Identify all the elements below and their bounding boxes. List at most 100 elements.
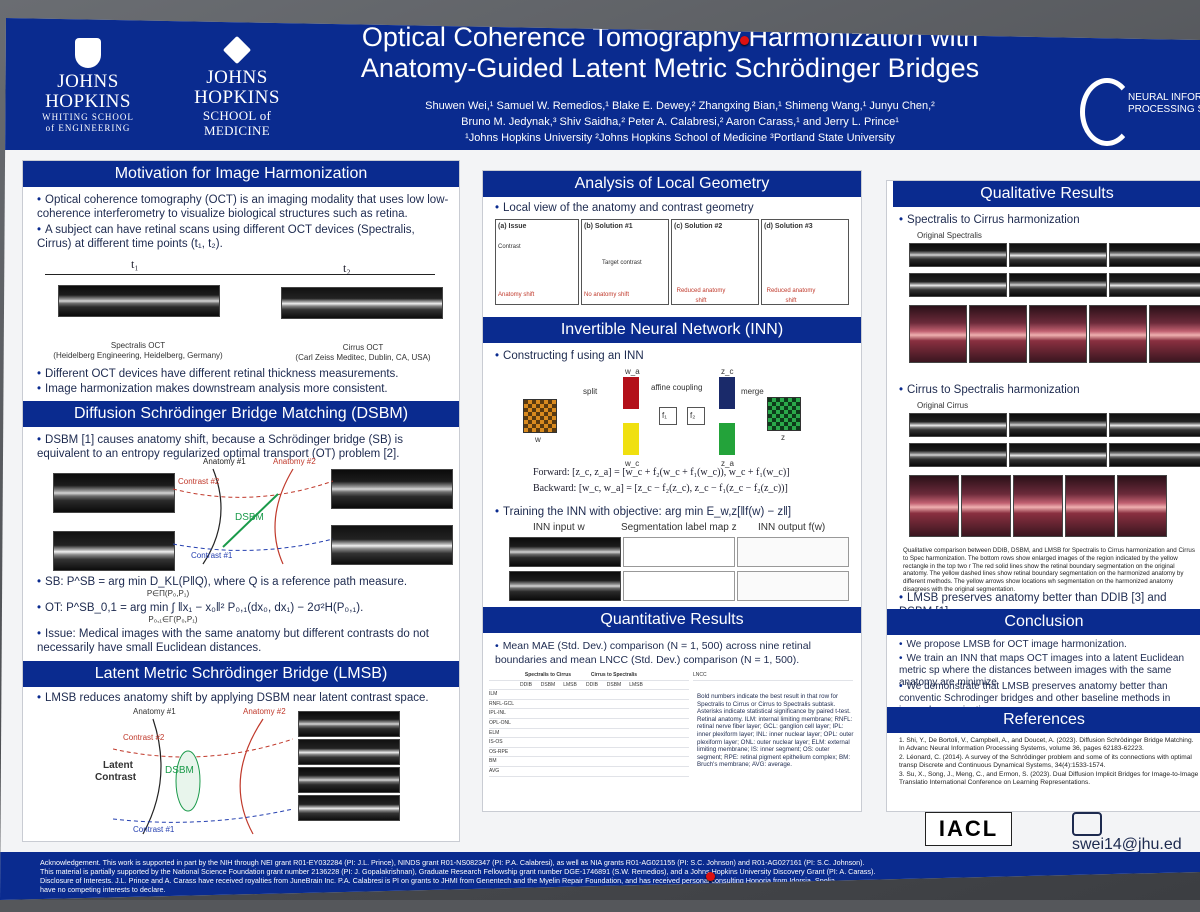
neurips-line1: NEURAL INFORM [1128, 92, 1200, 103]
jhu-medicine-name: JOHNS HOPKINS [194, 67, 280, 108]
email-address: swei14@jhu.ed [1072, 836, 1182, 853]
qual-oct-2 [1009, 243, 1107, 267]
authors-line2: Bruno M. Jedynak,³ Shiv Saidha,² Peter A… [461, 116, 899, 128]
inn-za-label: z_a [721, 459, 734, 468]
qual-seg-8 [1013, 475, 1063, 537]
qual-seg-3 [1029, 305, 1087, 363]
qual-oct-9 [1109, 413, 1200, 437]
dsbm-contrast1: Contrast #1 [191, 551, 233, 560]
jhu-crest-icon [75, 38, 101, 68]
table-row: BM [489, 757, 689, 767]
iacl-logo: IACL [925, 812, 1012, 846]
inn-backward: Backward: [w_c, w_a] = [z_c − f₂(z_c), z… [533, 483, 788, 494]
inn-wc-label: w_c [625, 459, 640, 468]
qual-seg-10 [1117, 475, 1167, 537]
table-row: IPL-INL [489, 709, 689, 719]
inn-merge: merge [741, 387, 764, 396]
quantitative-heading: Quantitative Results [483, 607, 861, 633]
right-column: Qualitative Results • Spectralis to Cirru… [886, 180, 1200, 812]
qual-oct-7 [909, 413, 1007, 437]
inn-col2: Segmentation label map z [621, 522, 737, 533]
lmsb-diagram [113, 718, 293, 835]
motivation-bullet-2: • A subject can have retinal scans using … [37, 224, 415, 250]
inn-bullet-2: • Training the INN with objective: arg mi… [495, 506, 792, 518]
lmsb-contrast1: Contrast #1 [133, 825, 175, 834]
poster-header [0, 18, 1200, 150]
local-geometry-heading: Analysis of Local Geometry [483, 171, 861, 197]
qual-oct-8 [1009, 413, 1107, 437]
dsbm-anatomy2: Anatomy #2 [273, 457, 316, 466]
timeline-t2: t₂ [343, 261, 351, 275]
qual-oct-3 [1109, 243, 1200, 267]
qual-oct-5 [1009, 273, 1107, 297]
inn-img-c [623, 537, 735, 567]
motivation-heading: Motivation for Image Harmonization [23, 161, 459, 187]
qual-oct-6 [1109, 273, 1200, 297]
inn-f1-box: f₁ [659, 407, 677, 425]
inn-forward: Forward: [z_c, z_a] = [w_c + f₂(w_c + f₁… [533, 467, 790, 478]
qual-seg-6 [909, 475, 959, 537]
qual-oct-10 [909, 443, 1007, 467]
inn-zc-block [719, 377, 735, 409]
ack-line-3: Disclosure of Interests. J.L. Prince and… [40, 876, 835, 885]
conclusion-bullet-1: • We propose LMSB for OCT image harmoniza… [899, 639, 1127, 650]
qual-seg-7 [961, 475, 1011, 537]
affiliations: ¹Johns Hopkins University ²Johns Hopkins… [465, 132, 895, 144]
poster-title-line1: Optical Coherence Tomography Harmonizati… [361, 22, 979, 52]
inn-wa-block [623, 377, 639, 409]
motivation-bullet-1: • Optical coherence tomography (OCT) is a… [37, 194, 449, 220]
inn-w-label: w [535, 435, 541, 444]
inn-bullet-1: • Constructing f using an INN [495, 350, 644, 362]
dsbm-diagram [173, 468, 333, 565]
neurips-logo: NEURAL INFORM PROCESSING SY [1078, 72, 1200, 152]
dsbm-heading: Diffusion Schrödinger Bridge Matching (D… [23, 401, 459, 427]
dsbm-label: DSBM [235, 512, 264, 523]
qual-oct-11 [1009, 443, 1107, 467]
quant-bullet-1: • Mean MAE (Std. Dev.) comparison (N = 1,… [495, 640, 811, 666]
lmsb-oct-2 [298, 739, 400, 765]
lmsb-oct-1 [298, 711, 400, 737]
qual-oct-12 [1109, 443, 1200, 467]
local-panel-d: (d) Solution #3 Reduced anatomy shift [761, 219, 849, 305]
inn-img-d [623, 571, 735, 601]
qual-oct-4 [909, 273, 1007, 297]
inn-col1: INN input w [533, 522, 585, 533]
poster-authors: Shuwen Wei,¹ Samuel W. Remedios,¹ Blake … [360, 98, 1000, 146]
lmsb-contrast2: Contrast #2 [123, 733, 165, 742]
references-heading: References [887, 707, 1200, 733]
quant-note-3: Retinal anatomy. ILM: internal limiting … [697, 715, 854, 769]
jhu-medicine-shield-icon [222, 35, 252, 65]
dsbm-anatomy1: Anatomy #1 [203, 457, 246, 466]
inn-img-b [509, 571, 621, 601]
motivation-bullet-3: • Different OCT devices have different re… [37, 368, 399, 380]
spectralis-oct-image [58, 285, 220, 317]
cirrus-caption: Cirrus OCT (Carl Zeiss Meditec, Dublin, C… [295, 343, 431, 362]
push-pin [740, 36, 749, 45]
inn-wa-label: w_a [625, 367, 640, 376]
inn-img-e [737, 537, 849, 567]
dsbm-oct-2 [53, 531, 175, 571]
neurips-logo-icon [1080, 78, 1134, 146]
inn-heading: Invertible Neural Network (INN) [483, 317, 861, 343]
qual-seg-2 [969, 305, 1027, 363]
spectralis-caption: Spectralis OCT (Heidelberg Engineering, H… [53, 341, 223, 360]
qual-bullet-1: • Spectralis to Cirrus harmonization [899, 214, 1080, 226]
dsbm-contrast2: Contrast #2 [178, 477, 220, 486]
middle-column: Analysis of Local Geometry • Local view o… [482, 170, 862, 812]
lmsb-bullet-1: • LMSB reduces anatomy shift by applying … [37, 692, 429, 704]
jhu-whiting-name: JOHNS HOPKINS [45, 71, 131, 112]
inn-wc-block [623, 423, 639, 455]
inn-img-f [737, 571, 849, 601]
inn-f2-box: f₂ [687, 407, 705, 425]
inn-col3: INN output f(w) [758, 522, 826, 533]
lmsb-oct-3 [298, 767, 400, 793]
poster-title: Optical Coherence Tomography Harmonizati… [300, 22, 1040, 84]
neurips-line2: PROCESSING SY [1128, 104, 1200, 115]
table-row: OPL-ONL [489, 719, 689, 729]
jhu-medicine-logo: JOHNS HOPKINS SCHOOL of MEDICINE [172, 35, 302, 138]
lmsb-anatomy1: Anatomy #1 [133, 707, 176, 716]
dsbm-ot-sub: P₀,₁∈Γ(P₀,P₁) [148, 615, 198, 624]
local-bullet-1: • Local view of the anatomy and contrast … [495, 202, 754, 214]
qual-seg-9 [1065, 475, 1115, 537]
